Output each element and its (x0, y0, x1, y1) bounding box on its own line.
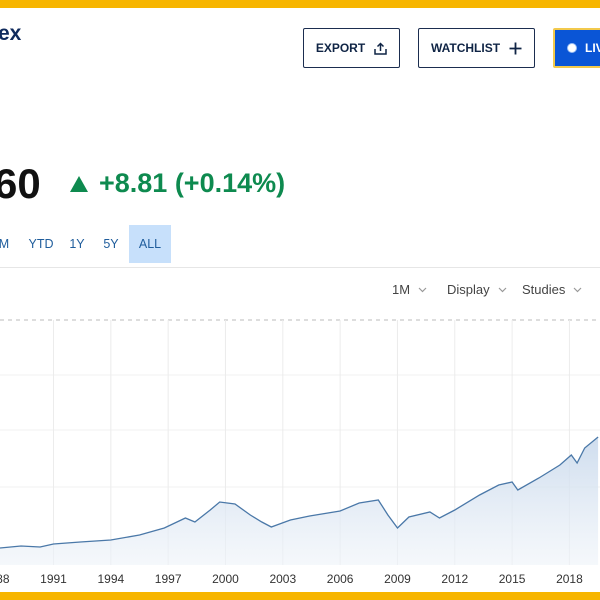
x-tick-label: 2018 (556, 572, 583, 586)
chevron-path (573, 287, 582, 292)
range-button[interactable]: M (0, 237, 10, 251)
price-line (0, 436, 599, 549)
price-change: +8.81 (+0.14%) (99, 168, 286, 198)
control-label: 1M (392, 282, 411, 297)
bottom-border (0, 592, 600, 600)
chevron-icon (498, 287, 507, 292)
button-label: LIV (585, 41, 600, 55)
export-button[interactable]: EXPORT (303, 28, 400, 68)
x-tick-label: 2009 (384, 572, 411, 586)
watchlist-button[interactable]: WATCHLIST (418, 28, 535, 68)
button-label: EXPORT (315, 41, 366, 55)
title: ex (0, 22, 22, 45)
x-tick-label: 1997 (155, 572, 182, 586)
range-button[interactable]: 5Y (103, 237, 119, 251)
chevron-icon (573, 287, 582, 292)
button-label: WATCHLIST (430, 41, 501, 55)
live-button[interactable]: LIV (553, 28, 600, 68)
range-button[interactable]: ALL (129, 225, 171, 263)
chevron-path (498, 287, 507, 292)
price: 60 (0, 160, 41, 207)
divider (0, 267, 600, 268)
up-arrow (70, 176, 88, 192)
x-tick-label: 2012 (441, 572, 468, 586)
control-dropdown[interactable]: Display (447, 282, 507, 297)
x-tick-label: 1991 (40, 572, 67, 586)
x-tick-label: 2006 (327, 572, 354, 586)
live-dot (567, 43, 577, 53)
top-border (0, 0, 600, 8)
chevron-path (418, 287, 427, 292)
range-button[interactable]: YTD (28, 237, 54, 251)
control-label: Display (447, 282, 490, 297)
control-label: Studies (522, 282, 566, 297)
area-fill (0, 437, 599, 565)
x-tick-label: 2000 (212, 572, 239, 586)
range-button[interactable]: 1Y (69, 237, 85, 251)
control-dropdown[interactable]: 1M (392, 282, 427, 297)
x-tick-label: 1988 (0, 572, 10, 586)
x-tick-label: 2015 (499, 572, 526, 586)
control-dropdown[interactable]: Studies (522, 282, 582, 297)
chevron-icon (418, 287, 427, 292)
plus-icon (509, 42, 522, 54)
export-icon (374, 41, 387, 55)
x-tick-label: 2003 (269, 572, 296, 586)
x-tick-label: 1994 (97, 572, 124, 586)
